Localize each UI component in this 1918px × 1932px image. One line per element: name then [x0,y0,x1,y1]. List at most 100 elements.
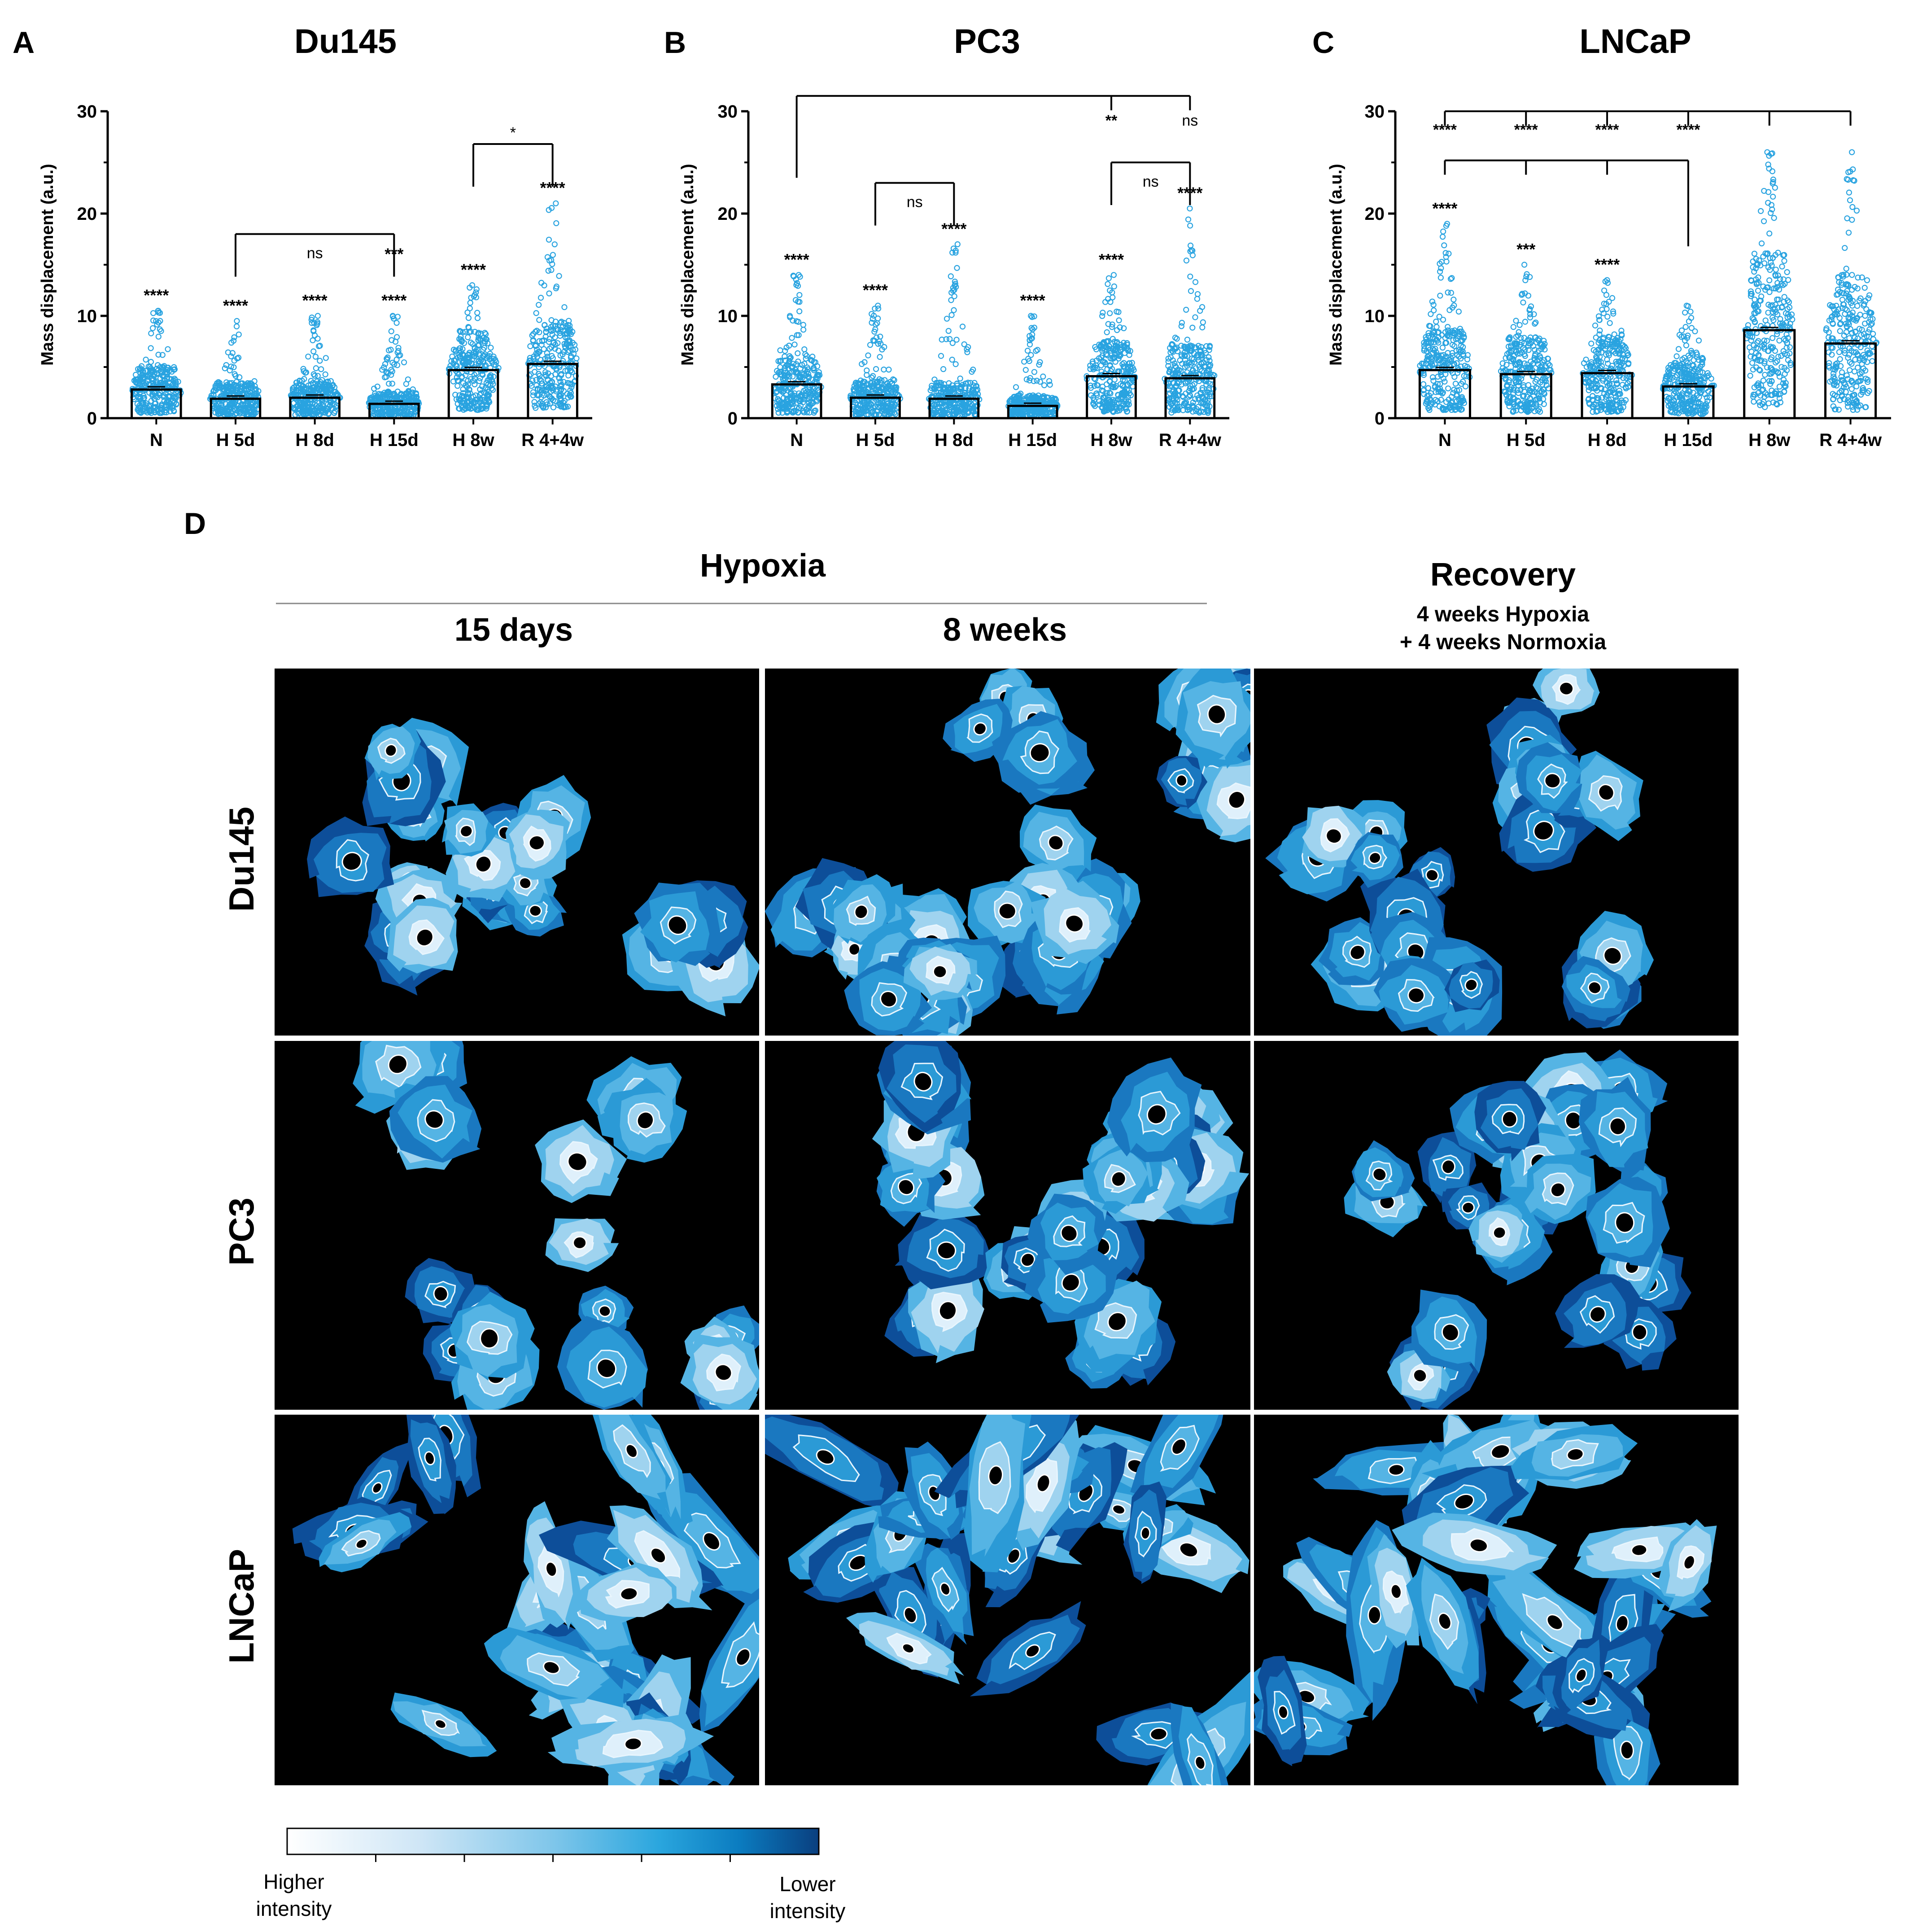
x-tick-label: H 8w [1748,430,1791,450]
scatter-points-3 [1660,302,1717,417]
colorbar [286,1827,820,1855]
scatter-points-4 [1742,149,1796,410]
comparison-bracket [1444,159,1689,246]
image-panel-pc3-15d [275,1041,759,1410]
x-tick-label: H 15d [370,430,419,450]
header-hypoxia: Hypoxia [700,548,826,584]
header-8-weeks: 8 weeks [943,612,1067,648]
image-panel-lncap-recovery [1254,1415,1739,1785]
scatter-points-5 [1162,205,1218,416]
x-tick-label: R 4+4w [1819,430,1882,450]
y-tick-label: 0 [87,409,97,428]
scatter-points-2 [926,241,983,418]
x-tick-label: H 5d [216,430,255,450]
row-label-pc3: PC3 [222,1198,261,1266]
bracket-label: ns [307,245,323,262]
image-panel-pc3-8w [765,1041,1250,1410]
x-tick-label: H 8d [295,430,334,450]
comparison-bracket [235,233,395,277]
panel-letter-d: D [184,507,206,541]
scatter-points-1 [207,318,262,418]
y-tick-label: 10 [77,306,97,326]
significance-label: **** [1020,291,1045,310]
panel-letter-c: C [1312,26,1334,60]
colorbar-low-label-1: Higher [263,1870,324,1893]
bracket-label: **** [1676,121,1700,138]
bracket-label: ns [907,194,923,211]
comparison-bracket [874,182,955,226]
x-tick-label: H 8w [452,430,494,450]
x-tick-label: N [1438,430,1451,450]
image-panel-pc3-recovery [1254,1041,1739,1410]
y-tick-label: 30 [77,102,97,122]
significance-label: **** [784,250,809,269]
header-recovery: Recovery [1430,557,1576,593]
significance-label: **** [223,296,248,315]
comparison-bracket [1444,110,1852,126]
scatter-points-4 [446,282,502,413]
y-axis-label-du145: Mass displacement (a.u.) [38,164,57,366]
chart-du145: Mass displacement (a.u.) 0 10 20 30 N **** H 5d… [38,102,592,450]
bracket-label: **** [1433,121,1457,138]
image-panel-lncap-15d [275,1415,759,1785]
y-tick-label: 30 [718,102,738,122]
image-panel-du145-15d [275,669,759,1036]
colorbar-high-label-1: Lower [779,1872,835,1896]
x-tick-label: H 8d [1588,430,1627,450]
panel-letter-b: B [664,26,686,60]
scatter-points-2 [1580,277,1635,415]
x-tick-label: N [150,430,163,450]
y-tick-label: 30 [1365,102,1385,122]
x-tick-label: R 4+4w [521,430,584,450]
x-tick-label: R 4+4w [1159,430,1222,450]
significance-label: **** [144,286,169,305]
significance-label: **** [302,291,328,310]
chart-lncap: Mass displacement (a.u.) 0 10 20 30 N **** H 5d… [1327,102,1891,450]
panel-letter-a: A [13,26,35,60]
row-label-lncap: LNCaP [222,1549,261,1664]
colorbar-high-label-2: intensity [770,1899,846,1923]
header-15-days: 15 days [454,612,573,648]
scatter-points-0 [771,272,824,416]
image-grid [275,669,1739,1785]
scatter-points-5 [525,200,580,411]
bracket-label: **** [1595,121,1620,138]
significance-label: **** [381,291,406,310]
scatter-points-2 [288,313,343,418]
y-tick-label: 0 [1375,409,1385,428]
y-tick-label: 10 [1365,306,1385,326]
chart-pc3: Mass displacement (a.u.) 0 10 20 30 N **** H 5d… [678,95,1229,450]
y-axis-label-pc3: Mass displacement (a.u.) [678,164,697,366]
scatter-points-0 [129,307,184,416]
x-tick-label: N [790,430,803,450]
x-tick-label: H 5d [856,430,895,450]
y-tick-label: 10 [718,306,738,326]
image-panel-du145-8w [765,669,1250,1036]
comparison-bracket [795,95,1191,178]
chart-title-lncap: LNCaP [1579,22,1691,61]
header-recovery-line2: + 4 weeks Normoxia [1400,630,1607,654]
bracket-label: * [510,124,516,141]
comparison-bracket [1110,162,1191,205]
significance-label: **** [863,281,888,299]
significance-label: **** [1595,255,1620,274]
x-tick-label: H 8w [1090,430,1132,450]
y-tick-label: 20 [77,204,97,224]
bracket-label: ns [1182,112,1198,129]
x-tick-label: H 15d [1008,430,1057,450]
row-label-du145: Du145 [222,807,261,912]
bracket-label: ** [1105,112,1118,129]
y-tick-label: 20 [718,204,738,224]
x-tick-label: H 15d [1664,430,1713,450]
scatter-points-5 [1823,149,1880,413]
x-tick-label: H 5d [1507,430,1546,450]
y-axis-label-lncap: Mass displacement (a.u.) [1327,164,1346,366]
scatter-points-1 [1498,262,1555,415]
scatter-points-4 [1084,272,1138,415]
significance-label: **** [1099,250,1124,269]
scatter-points-1 [847,302,903,418]
significance-label: **** [461,261,486,279]
y-tick-label: 20 [1365,204,1385,224]
colorbar-ticks [375,1854,731,1862]
